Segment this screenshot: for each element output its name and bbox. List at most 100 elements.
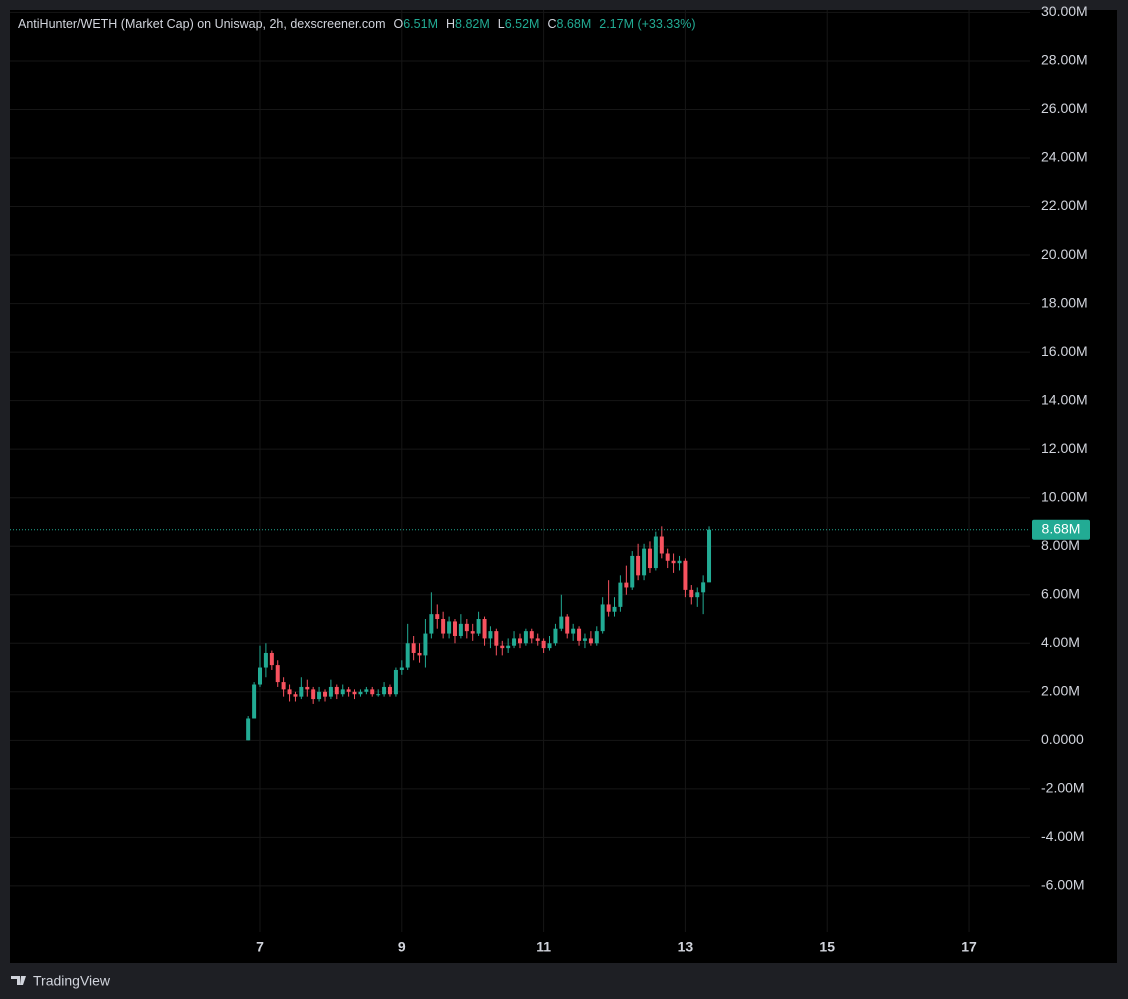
candle-body bbox=[269, 652, 274, 666]
candle-body bbox=[695, 592, 700, 598]
candle bbox=[246, 716, 251, 741]
candle-body bbox=[518, 638, 522, 644]
candle-body bbox=[246, 718, 251, 741]
y-tick-label: 20.00M bbox=[1041, 246, 1088, 262]
candle bbox=[311, 686, 316, 704]
grid-layer bbox=[10, 10, 1030, 932]
candle-body bbox=[701, 582, 706, 593]
candle bbox=[518, 633, 522, 649]
candle-body bbox=[618, 582, 623, 607]
open-value: 6.51M bbox=[403, 17, 438, 31]
candle-body bbox=[340, 689, 345, 695]
y-tick-label: -2.00M bbox=[1041, 780, 1085, 796]
y-tick-label: 12.00M bbox=[1041, 440, 1088, 456]
candle bbox=[305, 679, 310, 697]
candle bbox=[340, 684, 345, 697]
candle-body bbox=[429, 614, 434, 634]
candle-body bbox=[636, 555, 641, 576]
candle bbox=[387, 684, 392, 697]
candle-body bbox=[370, 689, 375, 695]
candle-body bbox=[364, 689, 369, 692]
x-tick-label: 15 bbox=[819, 939, 835, 955]
y-tick-label: -6.00M bbox=[1041, 877, 1085, 893]
candle bbox=[559, 594, 564, 632]
candle bbox=[689, 585, 694, 605]
axis-layer: -6.00M -4.00M -2.00M 0.0000 2.00M 4.00M 6.00M 8… bbox=[256, 3, 1090, 955]
candle-body bbox=[588, 638, 593, 644]
candle-body bbox=[512, 638, 517, 646]
last-price-label: 8.68M bbox=[1042, 520, 1081, 536]
candle bbox=[364, 686, 369, 695]
candle-body bbox=[523, 631, 528, 644]
candle-body bbox=[565, 616, 570, 634]
y-tick-label: 30.00M bbox=[1041, 3, 1088, 19]
y-tick-label: 2.00M bbox=[1041, 682, 1080, 698]
candle-body bbox=[423, 633, 428, 656]
y-tick-label: 10.00M bbox=[1041, 488, 1088, 504]
y-tick-label: 28.00M bbox=[1041, 52, 1088, 68]
candle-body bbox=[405, 643, 410, 668]
candle bbox=[707, 526, 712, 583]
candle-body bbox=[659, 536, 664, 554]
y-tick-label: 18.00M bbox=[1041, 294, 1088, 310]
candle bbox=[535, 633, 540, 646]
candle-body bbox=[352, 691, 357, 695]
y-tick-label: 14.00M bbox=[1041, 391, 1088, 407]
candle bbox=[358, 689, 363, 697]
candle bbox=[665, 548, 670, 569]
candle bbox=[582, 633, 587, 649]
candle bbox=[588, 631, 593, 646]
candle-body bbox=[707, 529, 712, 583]
candle bbox=[606, 580, 611, 617]
candle bbox=[323, 689, 328, 702]
candle bbox=[393, 667, 398, 697]
candle bbox=[523, 628, 528, 646]
candle bbox=[618, 575, 623, 612]
y-tick-label: -4.00M bbox=[1041, 828, 1085, 844]
chart-pane bbox=[10, 10, 1117, 963]
candle bbox=[334, 684, 339, 700]
candle-body bbox=[612, 606, 617, 612]
candle bbox=[577, 626, 582, 646]
candle bbox=[435, 604, 440, 629]
candle-body bbox=[464, 623, 469, 632]
candle-body bbox=[671, 560, 676, 564]
candle-body bbox=[417, 652, 422, 656]
candle-body bbox=[376, 694, 381, 696]
candle bbox=[624, 565, 629, 595]
candle-body bbox=[606, 604, 611, 612]
candle bbox=[488, 626, 493, 649]
candle-body bbox=[447, 621, 452, 634]
candle-body bbox=[334, 686, 339, 695]
candle bbox=[328, 679, 333, 700]
candle bbox=[653, 531, 658, 571]
candle-body bbox=[689, 589, 694, 598]
candle bbox=[299, 677, 304, 700]
y-tick-label: 22.00M bbox=[1041, 197, 1088, 213]
candle bbox=[547, 635, 552, 651]
candle bbox=[382, 682, 387, 697]
candle bbox=[529, 628, 534, 644]
candle-body bbox=[293, 694, 298, 697]
candle-body bbox=[500, 645, 505, 649]
candle-body bbox=[328, 686, 333, 697]
candle bbox=[565, 614, 570, 639]
candle-body bbox=[346, 689, 351, 692]
candle-body bbox=[630, 555, 635, 588]
low-value: 6.52M bbox=[505, 17, 540, 31]
candle bbox=[541, 638, 546, 653]
candle-body bbox=[458, 623, 463, 636]
candle bbox=[287, 684, 292, 702]
candle bbox=[263, 643, 268, 678]
candle bbox=[683, 558, 688, 598]
candle-body bbox=[624, 582, 629, 588]
candle bbox=[470, 623, 475, 641]
candle-body bbox=[553, 628, 558, 644]
candle-body bbox=[393, 669, 398, 695]
candle bbox=[376, 689, 381, 697]
candle bbox=[594, 626, 599, 646]
candle bbox=[476, 611, 481, 636]
x-tick-label: 13 bbox=[678, 939, 694, 955]
candle bbox=[600, 597, 605, 634]
